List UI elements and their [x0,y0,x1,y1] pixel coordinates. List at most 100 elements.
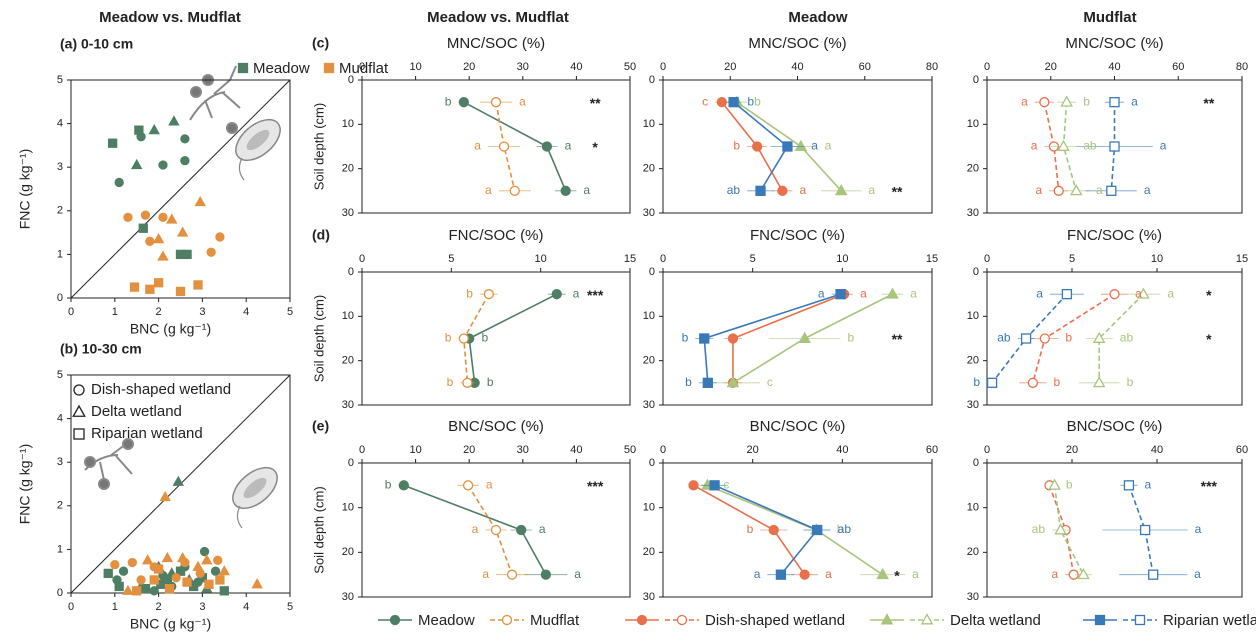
profile-point [1039,333,1050,344]
y-axis-title: FNC (g kg⁻¹) [17,444,33,525]
scatter-point [215,232,225,242]
panel-title: (b) 10-30 cm [60,341,142,357]
legend-marker [676,614,688,626]
group-letter: b [1083,94,1090,108]
group-letter: a [485,183,492,197]
y-tick-label: 10 [643,310,655,322]
profile-point [509,185,520,196]
scatter-point [218,565,231,576]
x-tick-label: 0 [984,61,990,73]
x-tick-label: 15 [926,253,938,265]
x-tick-label: 3 [199,601,205,613]
significance-mark: ** [892,331,903,347]
x-tick-label: 0 [660,444,666,456]
y-tick-label: 0 [973,457,979,469]
group-letter: b [447,375,454,389]
y-tick-label: 5 [57,74,63,86]
x-tick-label: 15 [624,253,636,265]
fungi-icon [84,438,134,490]
group-letter: ab [1120,331,1134,345]
scatter-point [159,490,171,502]
x-tick-label: 10 [409,61,421,73]
group-letter: b [445,94,452,108]
profile-point [1092,376,1106,388]
group-letter: ab [727,183,741,197]
profile-point [752,141,763,152]
scatter-point [219,586,229,596]
scatter-point [136,575,146,585]
group-letter: a [825,139,832,153]
x-tick-label: 80 [1236,61,1248,73]
scatter-point [138,223,148,233]
profile-point [1061,289,1073,300]
y-tick-label: 20 [643,355,655,367]
panel-label: (d) [312,227,330,243]
scatter-point [192,560,204,571]
group-letter: a [482,567,489,581]
legend-swatch [72,404,86,417]
scatter-point [148,124,160,135]
group-letter: a [1131,94,1138,108]
group-letter: b [837,522,844,536]
scatter-point [130,158,143,170]
x-tick-label: 20 [724,61,736,73]
scatter-point [118,566,129,576]
y-tick-label: 30 [967,591,979,603]
x-tick-label: 0 [68,306,74,318]
column-header: Meadow vs. Mudflat [99,9,241,26]
scatter-point [180,134,190,144]
group-letter: b [482,331,489,345]
y-tick-label: 10 [967,310,979,322]
profile-point [398,480,409,491]
x-tick-label: 5 [287,601,293,613]
panel-title: MNC/SOC (%) [1065,35,1163,52]
group-letter: a [1036,286,1043,300]
profile-point [716,97,727,108]
y-tick-label: 30 [342,591,354,603]
legend-marker [1134,614,1146,626]
diagonal-line [70,79,291,299]
group-letter: a [474,139,481,153]
profile-point [876,567,889,580]
profile-line [1098,293,1144,383]
group-letter: a [818,286,825,300]
profile-point [458,97,469,108]
legend-label: Dish-shaped wetland [705,612,845,629]
legend-label: Riparian wetland [1163,612,1256,629]
profile-point [1057,139,1070,151]
profile-point [755,185,766,196]
scatter-point [210,566,221,576]
y-tick-label: 10 [967,118,979,130]
scatter-point [153,564,164,574]
scatter-point [132,586,142,596]
panel-label: (c) [312,35,329,51]
group-letter: c [767,375,773,389]
group-letter: b [1127,375,1134,389]
group-letter: a [1160,139,1167,153]
group-letter: b [685,375,692,389]
scatter-point [145,236,155,246]
scatter-point [161,551,174,563]
significance-mark: *** [587,478,604,494]
y-tick-label: 1 [57,248,63,260]
y-tick-label: 0 [57,292,63,304]
scatter-point [145,284,155,294]
column-header: Meadow vs. Mudflat [427,9,569,26]
scatter-point [182,577,192,587]
group-letter: ab [838,522,852,536]
x-tick-label: 40 [570,444,582,456]
legend-label: Meadow [418,612,475,629]
group-letter: b [466,286,473,300]
profile-point [886,287,899,299]
profile-point [1148,569,1159,580]
x-axis-title: BNC (g kg⁻¹) [130,321,211,337]
scatter-point [171,573,181,583]
group-letter: b [747,94,754,108]
group-letter: a [519,94,526,108]
profile-point [834,184,848,196]
y-axis-title: Soil depth (cm) [311,486,326,573]
profile-point [812,524,823,536]
group-letter: b [1065,331,1072,345]
group-letter: a [912,567,919,581]
scatter-point [152,233,165,244]
